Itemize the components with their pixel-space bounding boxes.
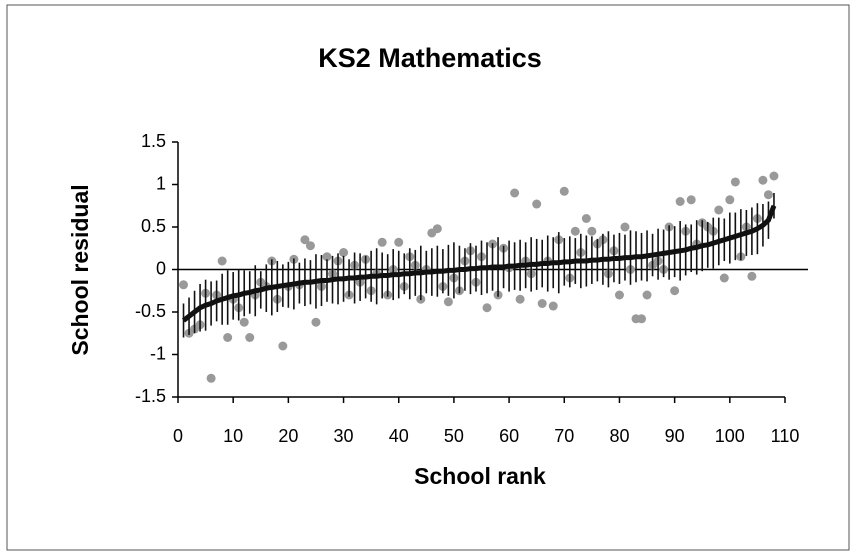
school-dot	[300, 235, 310, 245]
school-dot	[537, 299, 547, 308]
school-dot	[322, 252, 332, 262]
school-dot	[377, 237, 387, 247]
x-tick-label: 80	[609, 426, 629, 446]
school-dot	[339, 248, 349, 257]
school-dot	[614, 290, 624, 300]
x-tick-label: 70	[554, 426, 574, 446]
school-dot	[311, 317, 321, 327]
school-dot	[482, 303, 492, 313]
chart-title: KS2 Mathematics	[318, 43, 542, 73]
x-tick-label: 10	[223, 426, 243, 446]
school-dot	[758, 175, 768, 185]
school-dot	[769, 171, 779, 181]
school-dot	[278, 341, 288, 351]
x-tick-label: 40	[389, 426, 409, 446]
y-tick-label: -1.5	[135, 386, 166, 406]
school-dot	[620, 222, 630, 232]
school-dot	[245, 333, 255, 342]
y-tick-label: 1	[156, 173, 166, 193]
school-dot	[510, 188, 520, 198]
school-dot	[570, 226, 580, 236]
school-dot	[217, 256, 227, 266]
school-dot	[532, 199, 542, 209]
school-dot	[179, 280, 189, 290]
school-dot	[548, 301, 558, 311]
school-dot	[637, 314, 647, 324]
y-tick-label: 1.5	[141, 131, 166, 151]
school-dot	[747, 271, 757, 281]
school-dot	[223, 333, 233, 342]
school-dot	[714, 205, 724, 215]
school-dot	[206, 373, 216, 383]
y-tick-label: -1	[150, 343, 166, 363]
frame	[6, 4, 850, 551]
school-dot	[432, 224, 442, 234]
school-dot	[670, 286, 680, 296]
x-tick-label: 30	[334, 426, 354, 446]
y-tick-label: -0.5	[135, 301, 166, 321]
school-dot	[730, 177, 740, 187]
school-dot	[515, 294, 525, 304]
y-tick-label: 0	[156, 258, 166, 278]
x-tick-label: 50	[444, 426, 464, 446]
school-dot	[642, 290, 652, 300]
school-dot	[581, 214, 591, 223]
school-dot	[763, 190, 773, 200]
school-dot	[305, 241, 315, 251]
school-dot	[239, 317, 249, 327]
school-dot	[443, 297, 453, 307]
school-dot	[675, 197, 685, 206]
school-dot	[394, 237, 404, 247]
residual-line	[181, 204, 777, 323]
x-tick-label: 20	[278, 426, 298, 446]
x-tick-label: 100	[715, 426, 745, 446]
school-dot	[587, 226, 597, 236]
x-tick-label: 60	[499, 426, 519, 446]
school-dot	[559, 186, 569, 196]
x-tick-label: 110	[771, 426, 800, 446]
school-dot	[725, 195, 735, 205]
x-axis-label: School rank	[414, 463, 546, 489]
school-dot	[686, 195, 696, 205]
x-tick-label: 0	[173, 426, 183, 446]
y-tick-label: 0.5	[141, 216, 166, 236]
x-tick-label: 90	[665, 426, 685, 446]
y-axis-label: School residual	[67, 184, 93, 355]
school-dot	[719, 273, 729, 283]
